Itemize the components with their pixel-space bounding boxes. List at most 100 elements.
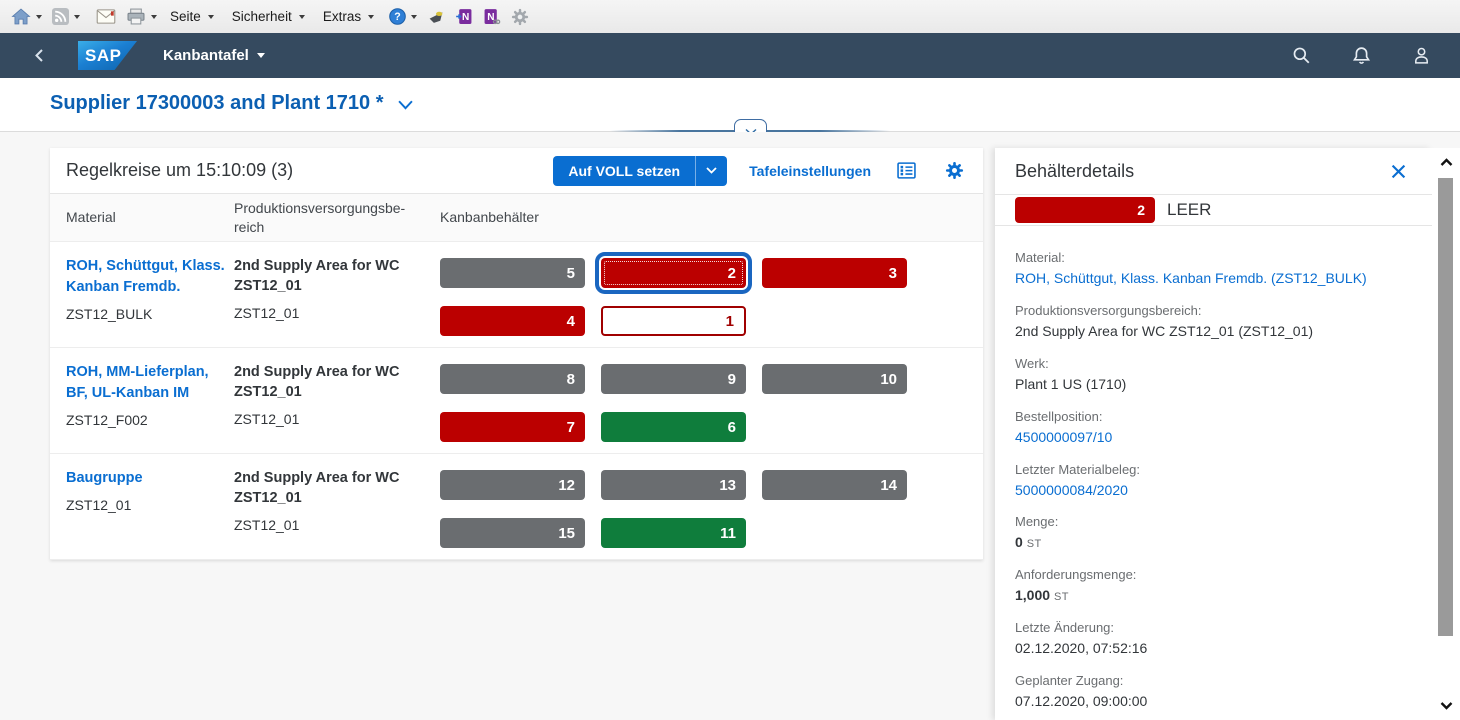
variant-selector[interactable]: Supplier 17300003 and Plant 1710 * [50,92,413,115]
menu-extras-label: Extras [322,9,362,24]
svg-text:N: N [462,12,469,23]
field-value: 2nd Supply Area for WC ZST12_01 (ZST12_0… [1015,322,1314,339]
column-supply-area: Produktionsversorgungsbe-reich [234,200,406,235]
bell-icon [1352,47,1370,64]
back-chevron-icon [35,49,43,62]
purchase-order-link[interactable]: 4500000097/10 [1015,428,1113,445]
menu-seite-label: Seite [170,9,201,24]
print-button[interactable] [121,4,162,30]
detail-field: Bestellposition: 4500000097/10 [1015,409,1412,447]
material-detail-link[interactable]: ROH, Schüttgut, Klass. Kanban Fremdb. (Z… [1015,270,1367,286]
container-details-panel: Behälterdetails 2 LEER Material: ROH, Sc… [995,148,1432,720]
kanban-container[interactable]: 3 [762,258,907,288]
browser-command-bar: Seite Sicherheit Extras ? N N [0,0,1460,33]
search-icon [1293,47,1309,64]
chevron-down-icon [207,14,214,19]
gear-icon [945,161,963,180]
supply-area-code: ZST12_01 [234,516,300,533]
scroll-up-button[interactable] [1432,152,1460,172]
menu-extras[interactable]: Extras [315,4,384,30]
kanban-container[interactable]: 12 [440,470,585,500]
kanban-container[interactable]: 6 [601,412,746,442]
mail-icon [96,9,116,24]
table-row: ROH, Schüttgut, Klass. Kanban Fremdb. ZS… [50,242,983,348]
set-full-button[interactable]: Auf VOLL setzen [568,162,681,179]
material-link[interactable]: ROH, MM-Lieferplan, BF, UL-Kanban IM [66,364,209,402]
field-label: Geplanter Zugang: [1015,673,1124,689]
board-toolbar: Regelkreise um 15:10:09 (3) Auf VOLL set… [50,148,983,194]
browser-settings-button[interactable] [506,4,534,30]
table-list-icon [896,162,916,179]
kanban-container[interactable]: 15 [440,518,585,548]
material-link[interactable]: Baugruppe [66,470,143,486]
close-panel-button[interactable] [1384,157,1412,185]
field-value: 1,000 ST [1015,587,1069,604]
set-full-split-button[interactable]: Auf VOLL setzen [553,155,728,186]
home-button[interactable] [6,4,47,30]
kanban-container[interactable]: 13 [601,470,746,500]
app-title-menu[interactable]: Kanbantafel [163,47,265,64]
material-link[interactable]: ROH, Schüttgut, Klass. Kanban Fremdb. [66,258,225,296]
field-value: 02.12.2020, 07:52:16 [1015,640,1148,657]
kanban-container[interactable]: 11 [601,518,746,548]
onenote-linked-notes-button[interactable]: N [478,4,506,30]
search-button[interactable] [1284,39,1318,73]
read-mail-button[interactable] [91,4,121,30]
menu-seite[interactable]: Seite [162,4,224,30]
home-icon [11,8,31,25]
settings-button[interactable] [941,158,967,184]
close-icon [1391,164,1405,178]
chevron-down-icon [706,167,717,174]
chevron-down-icon [74,14,80,19]
kanban-container[interactable]: 5 [440,258,585,288]
kanban-container[interactable]: 9 [601,364,746,394]
detail-field: Anforderungsmenge: 1,000 ST [1015,567,1412,605]
sap-logo: SAP [78,41,137,70]
menu-sicherheit[interactable]: Sicherheit [224,4,315,30]
kanban-container[interactable]: 4 [440,306,585,336]
feeds-button[interactable] [47,4,85,30]
material-code: ZST12_01 [66,497,132,514]
field-value: Plant 1 US (1710) [1015,375,1127,392]
chevron-down-icon [36,14,42,19]
container-status-badge: 2 [1015,197,1155,223]
detail-field: Geplanter Zugang: 07.12.2020, 09:00:00 [1015,673,1412,711]
addon-button[interactable] [422,4,450,30]
chevron-down-icon [397,100,413,110]
table-header: Material Produktionsversorgungsbe-reich … [50,194,983,242]
send-to-onenote-button[interactable]: N [450,4,478,30]
notifications-button[interactable] [1344,39,1378,73]
svg-text:N: N [487,12,494,23]
kanban-container-selected[interactable]: 2 [601,258,746,288]
field-label: Bestellposition: [1015,408,1103,424]
help-icon: ? [389,8,406,25]
container-status-text: LEER [1167,200,1212,219]
scroll-down-button[interactable] [1432,696,1460,716]
vertical-scrollbar[interactable] [1432,148,1460,720]
table-row: Baugruppe ZST12_01 2nd Supply Area for W… [50,454,983,560]
kanban-container[interactable]: 7 [440,412,585,442]
unit-label: ST [1026,538,1042,551]
material-document-link[interactable]: 5000000084/2020 [1015,481,1128,498]
field-label: Letzte Änderung: [1015,620,1115,636]
field-label: Menge: [1015,514,1059,530]
chevron-up-icon [1440,158,1452,166]
help-button[interactable]: ? [384,4,422,30]
kanban-container[interactable]: 10 [762,364,907,394]
board-settings-link[interactable]: Tafeleinstellungen [749,162,871,179]
set-full-dropdown-button[interactable] [695,155,727,186]
detail-field: Werk: Plant 1 US (1710) [1015,356,1412,394]
material-code: ZST12_BULK [66,306,153,323]
kanban-container[interactable]: 1 [601,306,746,336]
back-button[interactable] [24,47,54,64]
scrollbar-thumb[interactable] [1438,178,1453,636]
detail-field: Menge: 0 ST [1015,514,1412,552]
kanban-container[interactable]: 14 [762,470,907,500]
kanban-container[interactable]: 8 [440,364,585,394]
table-view-button[interactable] [893,158,919,184]
user-button[interactable] [1404,39,1438,73]
detail-field: Material: ROH, Schüttgut, Klass. Kanban … [1015,250,1412,288]
app-title: Kanbantafel [163,47,249,64]
field-label: Anforderungsmenge: [1015,567,1137,583]
rss-icon [52,8,69,25]
